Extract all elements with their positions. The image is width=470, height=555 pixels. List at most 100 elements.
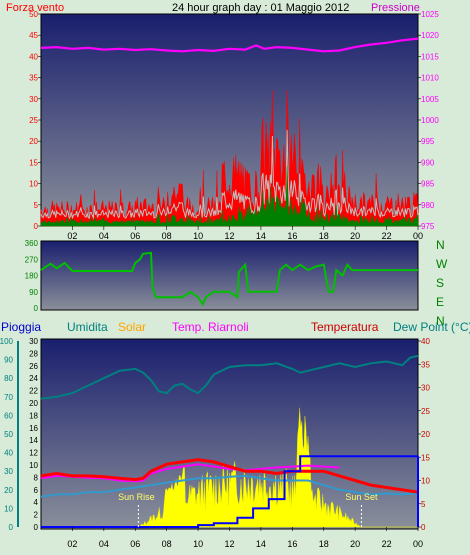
- solar-tick-label: 0: [34, 523, 39, 532]
- temperature-tick-label: 40: [421, 337, 430, 346]
- x-tick-label: 14: [256, 539, 266, 549]
- pressure-tick-label: 985: [421, 180, 435, 189]
- humidity-legend: Umidita: [67, 320, 108, 334]
- x-tick-label: 06: [130, 539, 140, 549]
- humidity-series: [40, 354, 419, 400]
- x-tick-label: 02: [67, 539, 77, 549]
- pressure-tick-label: 1025: [421, 10, 439, 19]
- wind-tick-label: 35: [29, 74, 38, 83]
- direction-tick-label: 0: [34, 304, 39, 313]
- pressure-tick-label: 1005: [421, 95, 439, 104]
- temperature-tick-label: 30: [421, 384, 430, 393]
- temperature-tick-label: 35: [421, 360, 430, 369]
- rain-tick-label: 70: [4, 393, 13, 402]
- rain-tick-label: 40: [4, 449, 13, 458]
- rain-series: [41, 455, 418, 528]
- solar-tick-label: 8: [34, 473, 39, 482]
- temperature-tick-label: 0: [421, 523, 426, 532]
- rain-tick-label: 30: [4, 467, 13, 476]
- pressure-tick-label: 990: [421, 158, 435, 167]
- x-tick-label: 08: [162, 539, 172, 549]
- direction-tick-label: 270: [25, 255, 39, 264]
- temperature-tick-label: 25: [421, 407, 430, 416]
- rain-tick-label: 80: [4, 374, 13, 383]
- x-tick-label: 18: [319, 231, 329, 241]
- x-tick-label: 20: [350, 231, 360, 241]
- wind-axis-title: Forza vento: [6, 2, 64, 14]
- rain-tick-label: 0: [9, 523, 14, 532]
- compass-label: N: [436, 314, 445, 328]
- x-tick-label: 02: [67, 231, 77, 241]
- pressure-tick-label: 975: [421, 222, 435, 231]
- wind-direction-panel: [40, 240, 419, 311]
- x-tick-label: 00: [413, 231, 423, 241]
- solar-tick-label: 10: [29, 461, 38, 470]
- wind-speed-series: [40, 166, 419, 227]
- temp-int-legend: Temp. Riarnoli: [172, 320, 249, 334]
- x-tick-label: 08: [162, 231, 172, 241]
- x-tick-label: 16: [287, 539, 297, 549]
- wind-tick-label: 30: [29, 95, 38, 104]
- wind-tick-label: 50: [29, 10, 38, 19]
- solar-tick-label: 4: [34, 498, 39, 507]
- solar-tick-label: 30: [29, 337, 38, 346]
- dewpoint-legend: Dew Point (°C): [393, 320, 470, 334]
- x-tick-label: 12: [224, 231, 234, 241]
- temperature-tick-label: 20: [421, 430, 430, 439]
- solar-tick-label: 14: [29, 436, 38, 445]
- rain-tick-label: 50: [4, 430, 13, 439]
- solar-tick-label: 26: [29, 362, 38, 371]
- temperature-tick-label: 5: [421, 500, 426, 509]
- x-tick-label: 12: [224, 539, 234, 549]
- temperature-tick-label: 15: [421, 453, 430, 462]
- compass-label: E: [436, 295, 444, 309]
- pressure-tick-label: 1020: [421, 31, 439, 40]
- dewpoint-series: [40, 474, 419, 498]
- x-tick-label: 22: [382, 539, 392, 549]
- x-tick-label: 18: [319, 539, 329, 549]
- wind-direction-series: [40, 251, 418, 307]
- rain-tick-label: 20: [4, 486, 13, 495]
- x-tick-label: 16: [287, 231, 297, 241]
- x-tick-label: 00: [413, 539, 423, 549]
- solar-tick-label: 28: [29, 349, 38, 358]
- solar-tick-label: 22: [29, 387, 38, 396]
- wind-tick-label: 20: [29, 137, 38, 146]
- compass-label: S: [436, 276, 444, 290]
- wind-tick-label: 10: [29, 180, 38, 189]
- pressure-tick-label: 980: [421, 201, 435, 210]
- wind-tick-label: 5: [34, 201, 39, 210]
- x-tick-label: 14: [256, 231, 266, 241]
- solar-legend: Solar: [118, 320, 146, 334]
- solar-tick-label: 24: [29, 374, 38, 383]
- rain-tick-label: 10: [4, 504, 13, 513]
- solar-tick-label: 12: [29, 449, 38, 458]
- direction-tick-label: 90: [29, 288, 38, 297]
- temperature-legend: Temperatura: [311, 320, 379, 334]
- rain-tick-label: 60: [4, 411, 13, 420]
- x-tick-label: 06: [130, 231, 140, 241]
- pressure-series: [40, 37, 419, 53]
- direction-tick-label: 360: [25, 239, 39, 248]
- pressure-tick-label: 1000: [421, 116, 439, 125]
- solar-tick-label: 2: [34, 511, 39, 520]
- solar-tick-label: 20: [29, 399, 38, 408]
- wind-tick-label: 15: [29, 158, 38, 167]
- pressure-tick-label: 1015: [421, 52, 439, 61]
- x-tick-label: 04: [99, 231, 109, 241]
- x-tick-label: 22: [382, 231, 392, 241]
- chart-title: 24 hour graph day : 01 Maggio 2012: [172, 2, 349, 14]
- x-tick-label: 10: [193, 539, 203, 549]
- direction-tick-label: 180: [25, 272, 39, 281]
- x-tick-label: 20: [350, 539, 360, 549]
- compass-label: W: [436, 257, 448, 271]
- rain-legend: Pioggia: [1, 320, 41, 334]
- temperature-tick-label: 10: [421, 477, 430, 486]
- rain-tick-label: 100: [0, 337, 14, 346]
- sunset-label: Sun Set: [345, 492, 378, 502]
- temperature-series: [40, 458, 419, 494]
- x-tick-label: 04: [99, 539, 109, 549]
- sunrise-label: Sun Rise: [118, 492, 155, 502]
- pressure-axis-title: Pressione: [371, 2, 420, 14]
